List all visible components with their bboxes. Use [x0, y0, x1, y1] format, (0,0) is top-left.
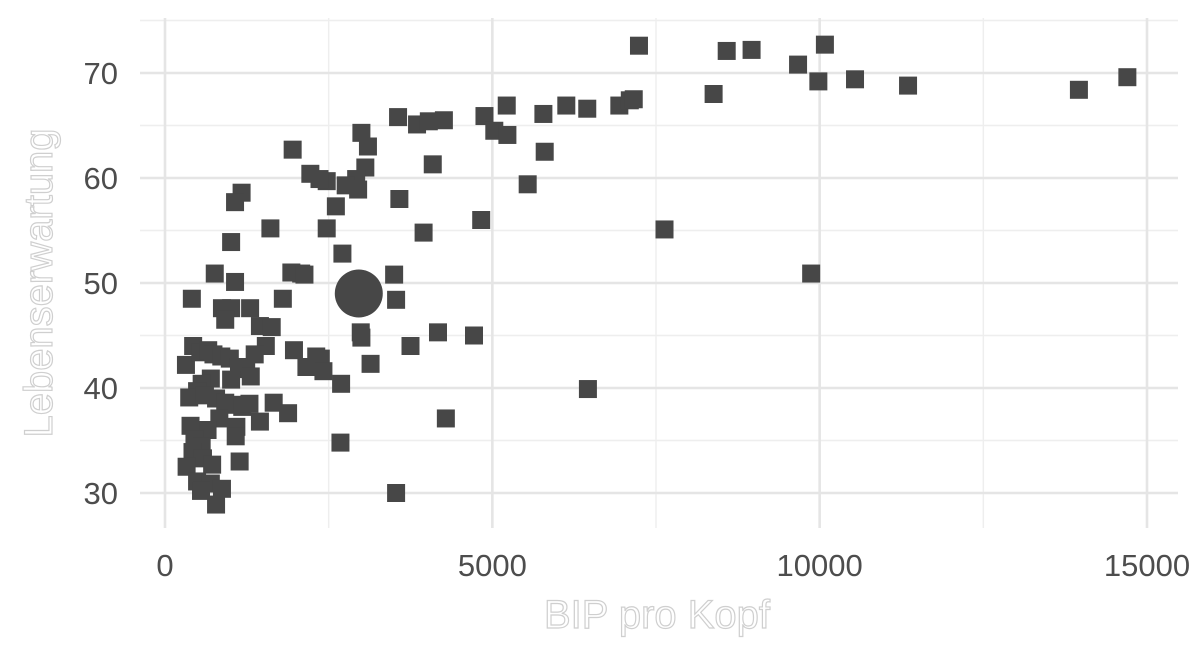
data-point — [624, 90, 643, 109]
data-point — [815, 35, 834, 54]
data-point — [230, 452, 249, 471]
data-point — [182, 289, 201, 308]
data-point — [333, 244, 352, 263]
data-point — [809, 72, 828, 91]
data-point — [434, 111, 453, 130]
data-point — [177, 457, 196, 476]
data-point — [332, 374, 351, 393]
data-point — [284, 341, 303, 360]
data-point — [436, 409, 455, 428]
y-tick-label: 60 — [84, 161, 118, 196]
data-point — [578, 380, 597, 399]
data-point — [240, 394, 259, 413]
data-point — [176, 355, 195, 374]
data-point — [297, 358, 316, 376]
data-point — [326, 197, 345, 216]
data-point — [264, 393, 283, 412]
x-axis-tick-labels: 0 5000 10000 15000 — [156, 548, 1190, 583]
data-point — [497, 96, 516, 115]
y-tick-label: 50 — [84, 266, 118, 301]
data-point — [629, 36, 648, 55]
y-tick-label: 30 — [84, 476, 118, 511]
data-point — [1118, 68, 1137, 87]
data-point — [717, 41, 736, 60]
data-point — [207, 495, 226, 514]
data-point — [180, 388, 199, 407]
data-point — [241, 367, 260, 386]
data-point — [534, 104, 553, 123]
data-point — [216, 310, 235, 329]
x-tick-label: 5000 — [458, 548, 527, 583]
x-tick-label: 15000 — [1104, 548, 1190, 583]
data-point — [389, 108, 408, 127]
data-point — [535, 142, 554, 161]
data-point — [387, 290, 406, 309]
data-point — [212, 479, 231, 498]
data-point — [361, 354, 380, 373]
data-point — [475, 107, 494, 126]
data-point — [465, 326, 484, 345]
data-point — [314, 362, 333, 381]
data-point — [789, 55, 808, 74]
data-point — [331, 433, 350, 452]
data-point — [385, 265, 404, 284]
data-point — [273, 289, 292, 308]
data-point — [655, 220, 674, 239]
data-points — [176, 35, 1137, 514]
data-point — [557, 96, 576, 115]
data-point — [704, 85, 723, 103]
data-point — [358, 137, 377, 156]
data-point — [310, 170, 329, 189]
data-point — [279, 404, 298, 423]
data-point — [390, 190, 409, 208]
data-point — [414, 223, 433, 242]
data-point — [203, 455, 222, 474]
data-point — [222, 233, 241, 252]
data-point — [295, 265, 314, 284]
data-point — [283, 140, 302, 159]
x-tick-label: 10000 — [777, 548, 863, 583]
data-point — [222, 370, 241, 389]
data-point — [1069, 80, 1088, 99]
data-point — [419, 112, 438, 131]
data-point — [899, 76, 918, 95]
data-point — [578, 99, 597, 118]
x-axis-title: BIP pro Kopf — [544, 593, 771, 637]
y-tick-label: 40 — [84, 371, 118, 406]
data-point — [317, 219, 336, 238]
data-point — [181, 416, 200, 435]
data-point — [226, 427, 245, 446]
data-point — [387, 484, 406, 502]
data-point — [518, 175, 537, 194]
data-point — [226, 193, 245, 212]
data-point — [261, 219, 280, 238]
data-point — [192, 481, 211, 500]
data-point — [226, 272, 245, 291]
y-axis-title: Lebenserwartung — [17, 128, 61, 437]
data-point — [205, 264, 224, 283]
data-point — [349, 180, 368, 199]
y-axis-tick-labels: 30 40 50 60 70 — [84, 56, 118, 511]
data-point — [498, 125, 517, 144]
x-tick-label: 0 — [156, 548, 173, 583]
data-point — [742, 40, 761, 59]
data-point — [262, 318, 281, 337]
data-point — [428, 323, 447, 342]
data-point — [250, 412, 269, 431]
data-point — [352, 123, 371, 142]
data-point — [245, 345, 264, 364]
data-point — [241, 299, 260, 318]
data-point — [401, 337, 420, 355]
data-point — [352, 328, 371, 347]
data-point — [846, 70, 865, 89]
highlight-point — [334, 269, 383, 318]
data-point — [423, 155, 442, 174]
data-point — [802, 264, 821, 283]
y-tick-label: 70 — [84, 56, 118, 91]
data-point — [472, 211, 491, 229]
